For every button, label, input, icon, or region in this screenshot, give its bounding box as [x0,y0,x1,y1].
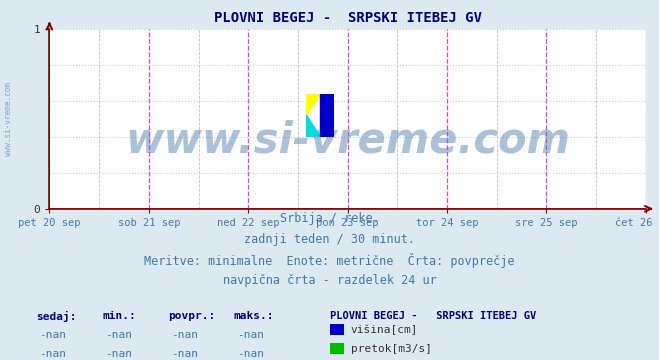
Text: maks.:: maks.: [234,311,274,321]
Text: -nan: -nan [40,349,66,359]
Text: www.si-vreme.com: www.si-vreme.com [125,120,570,161]
Text: -nan: -nan [105,349,132,359]
Text: povpr.:: povpr.: [168,311,215,321]
Text: -nan: -nan [105,330,132,340]
Polygon shape [306,115,320,137]
Text: Srbija / reke.: Srbija / reke. [279,212,380,225]
Text: -nan: -nan [237,330,264,340]
Text: zadnji teden / 30 minut.: zadnji teden / 30 minut. [244,233,415,246]
Text: -nan: -nan [171,349,198,359]
Text: -nan: -nan [237,349,264,359]
Text: sedaj:: sedaj: [36,311,76,323]
Text: min.:: min.: [102,311,136,321]
Text: višina[cm]: višina[cm] [351,325,418,335]
Title: PLOVNI BEGEJ -  SRPSKI ITEBEJ GV: PLOVNI BEGEJ - SRPSKI ITEBEJ GV [214,11,482,25]
Polygon shape [320,94,334,137]
Text: www.si-vreme.com: www.si-vreme.com [4,82,13,156]
Text: navpična črta - razdelek 24 ur: navpična črta - razdelek 24 ur [223,274,436,287]
Polygon shape [306,94,320,115]
Text: pretok[m3/s]: pretok[m3/s] [351,344,432,354]
Text: -nan: -nan [171,330,198,340]
Text: Meritve: minimalne  Enote: metrične  Črta: povprečje: Meritve: minimalne Enote: metrične Črta:… [144,253,515,269]
Text: -nan: -nan [40,330,66,340]
Text: PLOVNI BEGEJ -   SRPSKI ITEBEJ GV: PLOVNI BEGEJ - SRPSKI ITEBEJ GV [330,311,536,321]
